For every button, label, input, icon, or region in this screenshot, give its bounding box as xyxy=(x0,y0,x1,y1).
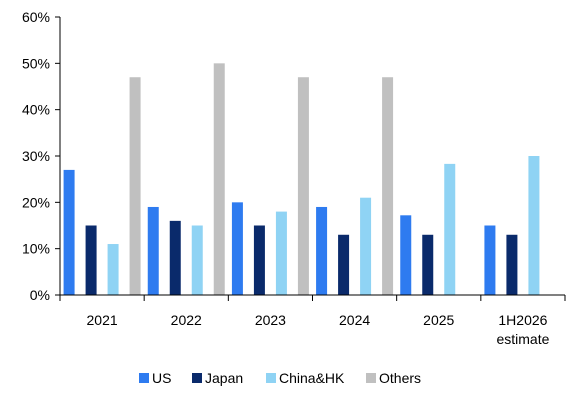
bar-japan-5 xyxy=(506,234,518,295)
bar-china-hk-0 xyxy=(107,244,119,295)
bar-china-hk-2 xyxy=(275,211,287,295)
legend-label: US xyxy=(152,370,171,386)
legend-item-japan: Japan xyxy=(192,370,243,386)
bar-china-hk-1 xyxy=(191,225,203,295)
bar-china-hk-4 xyxy=(444,163,456,295)
legend-label: Others xyxy=(379,370,421,386)
x-category-label: 2025 xyxy=(423,312,454,328)
x-category-label: 2021 xyxy=(87,312,118,328)
x-category-label: 1H2026 xyxy=(498,312,547,328)
bar-japan-3 xyxy=(338,234,350,295)
y-axis: 0% 10% 20% 30% 40% 50% 60% xyxy=(22,9,61,303)
legend-swatch xyxy=(366,373,376,383)
bar-china-hk-5 xyxy=(528,156,540,295)
legend-label: Japan xyxy=(205,370,243,386)
bar-us-4 xyxy=(400,215,412,295)
bar-us-5 xyxy=(484,225,496,295)
y-tick-label: 20% xyxy=(22,194,50,210)
bar-japan-2 xyxy=(253,225,265,295)
bars xyxy=(63,63,540,296)
x-category-label: 2022 xyxy=(171,312,202,328)
x-category-label: 2024 xyxy=(339,312,370,328)
bar-japan-1 xyxy=(169,220,181,295)
bar-others-0 xyxy=(129,77,141,295)
x-category-label: estimate xyxy=(496,331,549,347)
bar-us-3 xyxy=(316,206,328,295)
bar-others-1 xyxy=(213,63,225,296)
y-tick-label: 30% xyxy=(22,148,50,164)
y-tick-label: 50% xyxy=(22,55,50,71)
bar-us-0 xyxy=(63,169,75,295)
legend-label: China&HK xyxy=(279,370,345,386)
y-tick-label: 60% xyxy=(22,9,50,25)
y-tick-label: 0% xyxy=(30,287,50,303)
legend: US Japan China&HK Others xyxy=(139,370,421,386)
bar-others-2 xyxy=(297,77,309,295)
bar-us-2 xyxy=(231,202,243,295)
x-axis: 2021 2022 2023 2024 2025 1H2026 estimate xyxy=(59,294,566,347)
bar-japan-0 xyxy=(85,225,97,295)
bar-others-3 xyxy=(382,77,394,295)
bar-japan-4 xyxy=(422,234,434,295)
legend-item-others: Others xyxy=(366,370,421,386)
bar-us-1 xyxy=(147,206,159,295)
y-tick-label: 40% xyxy=(22,102,50,118)
legend-item-china-hk: China&HK xyxy=(266,370,345,386)
y-tick-label: 10% xyxy=(22,241,50,257)
bar-china-hk-3 xyxy=(360,197,372,295)
legend-swatch xyxy=(139,373,149,383)
legend-swatch xyxy=(192,373,202,383)
x-category-label: 2023 xyxy=(255,312,286,328)
legend-swatch xyxy=(266,373,276,383)
legend-item-us: US xyxy=(139,370,171,386)
